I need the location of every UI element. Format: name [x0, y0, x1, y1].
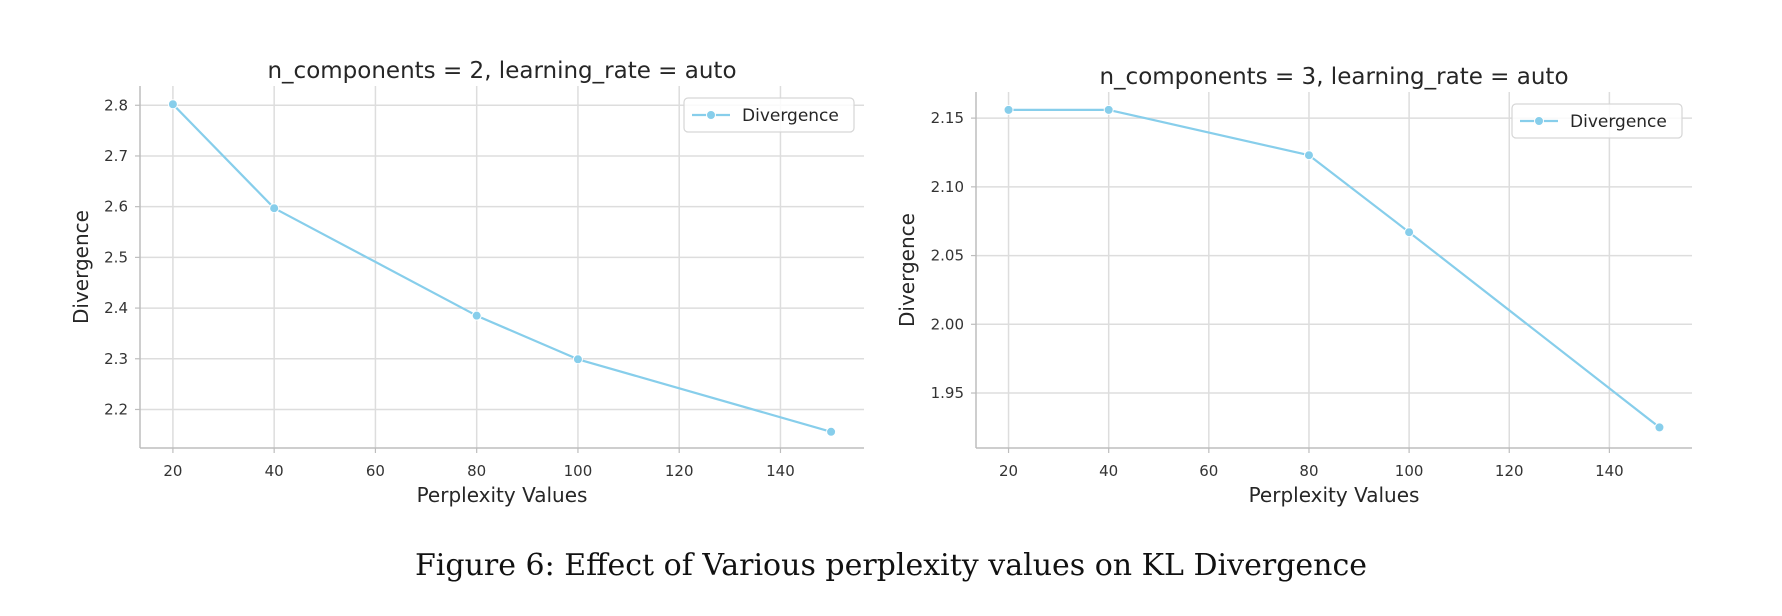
data-point: [269, 203, 280, 214]
y-tick-label: 1.95: [931, 384, 964, 402]
chart-panel-2: 20 40 60 80 100 120 140 1.95 2.00 2.05 2.10 2.15 n_c…: [895, 64, 1692, 507]
data-point: [167, 99, 178, 110]
data-point: [1103, 104, 1114, 115]
x-tick-label: 100: [1395, 462, 1424, 480]
x-axis-label: Perplexity Values: [1249, 483, 1420, 507]
x-tick-label: 140: [1595, 462, 1624, 480]
y-tick-label: 2.4: [104, 299, 128, 317]
y-tick-label: 2.15: [931, 109, 964, 127]
legend-box: [1511, 103, 1683, 139]
y-tick-label: 2.6: [104, 198, 128, 216]
x-tick-label: 120: [1495, 462, 1524, 480]
data-point: [1003, 104, 1014, 115]
x-tick-label: 120: [665, 462, 694, 480]
legend: Divergence: [683, 97, 855, 133]
data-point: [1654, 422, 1665, 433]
y-tick-label: 2.3: [104, 350, 128, 368]
x-tick-label: 80: [467, 462, 486, 480]
y-axis-label: Divergence: [69, 210, 93, 324]
x-tick-label: 60: [366, 462, 385, 480]
legend: Divergence: [1511, 103, 1683, 139]
x-tick-label: 140: [766, 462, 795, 480]
y-tick-label: 2.00: [931, 315, 964, 333]
series-line: [1008, 108, 1661, 429]
legend-marker-swatch: [1534, 116, 1544, 126]
y-tick-label: 2.8: [104, 96, 128, 114]
data-point: [572, 354, 583, 365]
y-axis-label: Divergence: [895, 213, 919, 327]
chart-panel-1: 20 40 60 80 100 120 140 2.2 2.3 2.4 2.5 2.6 2.7 2.8 n_…: [69, 58, 864, 507]
data-point: [1404, 227, 1415, 238]
legend-label: Divergence: [742, 106, 839, 126]
x-tick-label: 60: [1199, 462, 1218, 480]
y-tick-label: 2.2: [104, 400, 128, 418]
y-tick-label: 2.5: [104, 248, 128, 266]
chart-title: n_components = 3, learning_rate = auto: [1099, 64, 1568, 90]
figure-caption: Figure 6: Effect of Various perplexity v…: [414, 548, 1368, 583]
data-point: [471, 310, 482, 321]
x-tick-label: 20: [999, 462, 1018, 480]
y-tick-label: 2.10: [931, 178, 964, 196]
legend-label: Divergence: [1570, 112, 1667, 132]
x-tick-label: 20: [163, 462, 182, 480]
series-line: [172, 103, 832, 433]
x-axis-label: Perplexity Values: [417, 483, 588, 507]
x-tick-label: 100: [564, 462, 593, 480]
data-point: [826, 426, 837, 437]
y-tick-label: 2.05: [931, 247, 964, 265]
y-tick-label: 2.7: [104, 147, 128, 165]
legend-marker-swatch: [706, 110, 716, 120]
x-tick-label: 80: [1299, 462, 1318, 480]
data-point: [1303, 150, 1314, 161]
x-tick-label: 40: [265, 462, 284, 480]
chart-title: n_components = 2, learning_rate = auto: [267, 58, 736, 84]
x-tick-label: 40: [1099, 462, 1118, 480]
legend-box: [683, 97, 855, 133]
